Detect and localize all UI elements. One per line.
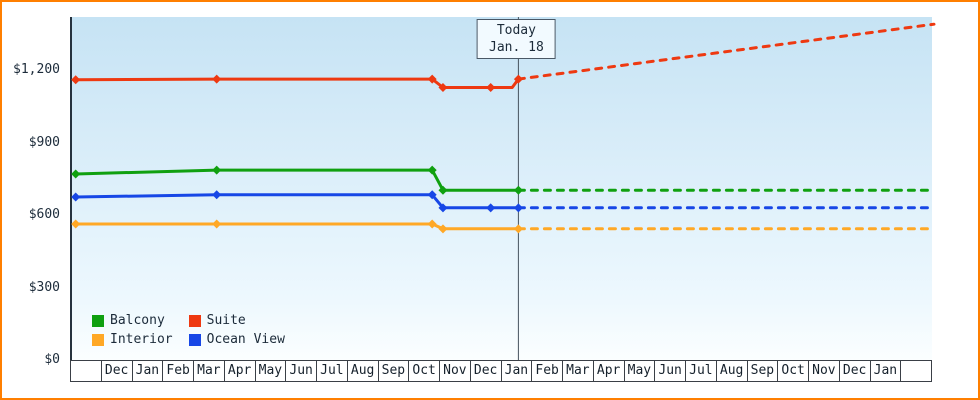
month-cell-jul: Jul (317, 361, 348, 381)
data-point-marker (438, 203, 448, 213)
y-axis-label: $0 (44, 352, 60, 367)
today-label-title: Today (496, 23, 536, 38)
today-label-date: Jan. 18 (488, 40, 544, 55)
data-point-marker (438, 185, 448, 195)
month-cell-jun: Jun (655, 361, 686, 381)
month-cell-jan: Jan (871, 361, 902, 381)
chart-canvas (71, 17, 936, 360)
legend-swatch-suite (188, 315, 201, 327)
legend-item-interior: Interior (92, 333, 173, 347)
series-suite (71, 22, 936, 93)
month-cell-mar: Mar (563, 361, 594, 381)
month-cell-apr: Apr (225, 361, 256, 381)
legend-item-suite: Suite (188, 313, 285, 328)
legend-label: Interior (110, 332, 173, 347)
data-point-marker (71, 192, 81, 202)
month-cell-jan: Jan (502, 361, 533, 381)
data-point-marker (427, 165, 437, 175)
data-point-marker (212, 165, 222, 175)
series-history-line (75, 77, 520, 89)
series-history-line (75, 222, 519, 231)
data-point-marker (427, 74, 437, 84)
data-point-marker (212, 219, 222, 229)
data-point-marker (427, 219, 437, 229)
month-cell-jan: Jan (133, 361, 164, 381)
legend-label: Ocean View (206, 332, 285, 347)
data-point-marker (438, 224, 448, 234)
month-cell-empty (71, 361, 102, 381)
month-cell-empty (901, 361, 932, 381)
series-history-line (75, 193, 519, 210)
data-point-marker (486, 83, 496, 93)
plot-area: Balcony Suite Interior Ocean View (70, 17, 936, 360)
y-axis-label: $900 (28, 134, 60, 150)
month-cell-may: May (256, 361, 287, 381)
series-interior (71, 219, 936, 234)
data-point-marker (427, 190, 437, 200)
legend-label: Suite (206, 313, 246, 328)
series-ocean-view (71, 190, 936, 213)
today-label: Today Jan. 18 (476, 19, 556, 59)
month-cell-aug: Aug (348, 361, 379, 381)
legend-label: Balcony (110, 313, 165, 328)
month-cell-oct: Oct (778, 361, 809, 381)
month-cell-feb: Feb (163, 361, 194, 381)
series-history-line (75, 168, 519, 192)
month-cell-dec: Dec (471, 361, 502, 381)
month-cell-dec: Dec (102, 361, 133, 381)
data-point-marker (438, 83, 448, 93)
data-point-marker (486, 203, 496, 213)
legend: Balcony Suite Interior Ocean View (92, 314, 285, 347)
data-point-marker (513, 74, 523, 84)
legend-swatch-interior (92, 334, 104, 346)
month-cell-dec: Dec (840, 361, 871, 381)
month-cell-nov: Nov (440, 361, 471, 381)
y-axis-label: $300 (28, 279, 60, 295)
legend-swatch-balcony (92, 315, 104, 327)
month-cell-may: May (625, 361, 656, 381)
legend-swatch-ocean-view (188, 334, 201, 346)
series-balcony (71, 165, 936, 195)
data-point-marker (513, 185, 523, 195)
month-cell-oct: Oct (409, 361, 440, 381)
data-point-marker (212, 190, 222, 200)
data-point-marker (71, 219, 81, 229)
month-cell-feb: Feb (532, 361, 563, 381)
month-cell-nov: Nov (809, 361, 840, 381)
y-axis-label: $600 (28, 207, 60, 223)
data-point-marker (71, 75, 81, 85)
month-cell-mar: Mar (194, 361, 225, 381)
month-cell-jun: Jun (286, 361, 317, 381)
month-cell-aug: Aug (717, 361, 748, 381)
month-cell-jul: Jul (686, 361, 717, 381)
data-point-marker (513, 203, 523, 213)
month-cell-apr: Apr (594, 361, 625, 381)
data-point-marker (513, 224, 523, 234)
series-forecast-line (516, 22, 936, 81)
data-point-marker (212, 74, 222, 84)
x-axis: Dec Jan Feb Mar Apr May Jun Jul Aug Sep Oct Nov Dec J… (70, 360, 932, 382)
legend-item-ocean-view: Ocean View (188, 332, 285, 347)
month-cell-sep: Sep (379, 361, 410, 381)
legend-item-balcony: Balcony (92, 314, 173, 328)
month-cell-sep: Sep (748, 361, 779, 381)
y-axis-label: $1,200 (13, 62, 60, 78)
data-point-marker (71, 169, 81, 179)
